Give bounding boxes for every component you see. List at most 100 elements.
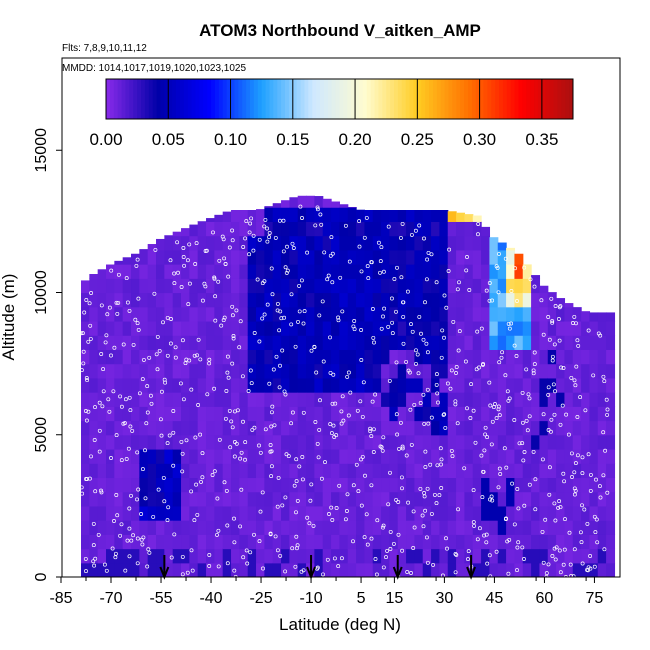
- heatmap-cell: [239, 534, 249, 550]
- heatmap-cell: [597, 505, 607, 521]
- track-point: [423, 508, 428, 513]
- heatmap-cell: [306, 448, 315, 464]
- track-point: [243, 457, 247, 462]
- track-point: [225, 370, 230, 375]
- heatmap-cell: [472, 215, 482, 222]
- colorbar-swatch: [113, 79, 119, 119]
- heatmap-cell: [397, 235, 407, 251]
- heatmap-cell: [422, 349, 432, 365]
- heatmap-cell: [472, 406, 482, 422]
- heatmap-cell: [297, 477, 307, 493]
- colorbar-swatch: [347, 79, 352, 119]
- heatmap-cell: [472, 264, 482, 279]
- track-point: [127, 506, 132, 511]
- heatmap-cell: [547, 406, 557, 422]
- heatmap-cell: [406, 477, 416, 493]
- heatmap-cell: [306, 278, 315, 294]
- track-point: [241, 245, 246, 249]
- track-point: [93, 405, 97, 410]
- heatmap-cell: [206, 306, 215, 322]
- heatmap-cell: [356, 420, 365, 436]
- track-point: [405, 570, 410, 574]
- heatmap-cell: [397, 349, 407, 365]
- track-point: [373, 392, 378, 397]
- track-point: [472, 523, 477, 528]
- heatmap-cell: [372, 306, 382, 322]
- heatmap-cell: [297, 264, 307, 279]
- colorbar-swatch: [323, 79, 329, 119]
- heatmap-cell: [197, 562, 207, 577]
- heatmap-cell: [464, 534, 474, 550]
- track-point: [137, 391, 142, 396]
- heatmap-cell: [414, 520, 424, 535]
- heatmap-cell: [472, 420, 482, 436]
- heatmap-cell: [364, 505, 374, 521]
- heatmap-cell: [447, 335, 457, 350]
- heatmap-cell: [197, 377, 207, 393]
- track-point: [394, 412, 399, 417]
- track-point: [553, 518, 558, 523]
- heatmap-cell: [431, 363, 441, 379]
- heatmap-cell: [156, 463, 165, 479]
- heatmap-cell: [414, 235, 424, 251]
- heatmap-cell: [297, 306, 307, 322]
- heatmap-cell: [497, 292, 507, 308]
- heatmap-cell: [322, 520, 332, 535]
- heatmap-cell: [514, 420, 524, 436]
- heatmap-cell: [106, 434, 115, 450]
- heatmap-cell: [214, 392, 224, 407]
- heatmap-cell: [456, 505, 466, 521]
- track-point: [274, 354, 279, 359]
- heatmap-cell: [347, 335, 357, 350]
- track-point: [372, 340, 376, 345]
- heatmap-cell: [172, 306, 182, 322]
- heatmap-cell: [356, 434, 365, 450]
- heatmap-cell: [81, 377, 90, 393]
- heatmap-cell: [547, 505, 557, 521]
- colorbar-swatch: [518, 79, 523, 119]
- heatmap-cell: [572, 534, 582, 550]
- heatmap-cell: [531, 320, 541, 336]
- heatmap-cell: [547, 335, 557, 350]
- heatmap-cell: [156, 249, 165, 265]
- heatmap-cell: [406, 548, 416, 564]
- heatmap-cell: [256, 477, 265, 493]
- heatmap-cell: [314, 196, 324, 208]
- heatmap-cell: [164, 392, 174, 407]
- track-point: [125, 538, 130, 543]
- heatmap-cell: [414, 249, 424, 265]
- track-point: [248, 550, 253, 555]
- track-point: [326, 273, 331, 278]
- heatmap-cell: [581, 335, 591, 350]
- track-point: [155, 334, 160, 339]
- heatmap-cell: [206, 434, 215, 450]
- track-point: [409, 571, 413, 575]
- heatmap-cell: [339, 520, 349, 535]
- heatmap-cell: [506, 278, 516, 294]
- heatmap-cell: [256, 278, 265, 294]
- heatmap-cell: [172, 534, 182, 550]
- heatmap-cell: [397, 434, 407, 450]
- heatmap-cell: [481, 548, 491, 564]
- heatmap-cell: [472, 306, 482, 322]
- heatmap-cell: [139, 406, 149, 422]
- heatmap-cell: [164, 406, 174, 422]
- heatmap-cell: [264, 278, 274, 294]
- heatmap-cell: [314, 406, 324, 422]
- heatmap-cell: [206, 377, 215, 393]
- track-point: [162, 499, 167, 504]
- heatmap-cell: [297, 207, 307, 222]
- track-point: [400, 221, 405, 226]
- heatmap-cell: [206, 392, 215, 407]
- heatmap-cell: [122, 562, 132, 577]
- heatmap-cell: [231, 406, 240, 422]
- track-point: [145, 564, 150, 569]
- heatmap-cell: [156, 238, 165, 251]
- heatmap-cell: [339, 392, 349, 407]
- heatmap-cell: [456, 349, 466, 365]
- colorbar-swatch: [545, 79, 551, 119]
- heatmap-cell: [531, 548, 541, 564]
- heatmap-cell: [339, 463, 349, 479]
- heatmap-cell: [381, 534, 390, 550]
- heatmap-cell: [147, 377, 157, 393]
